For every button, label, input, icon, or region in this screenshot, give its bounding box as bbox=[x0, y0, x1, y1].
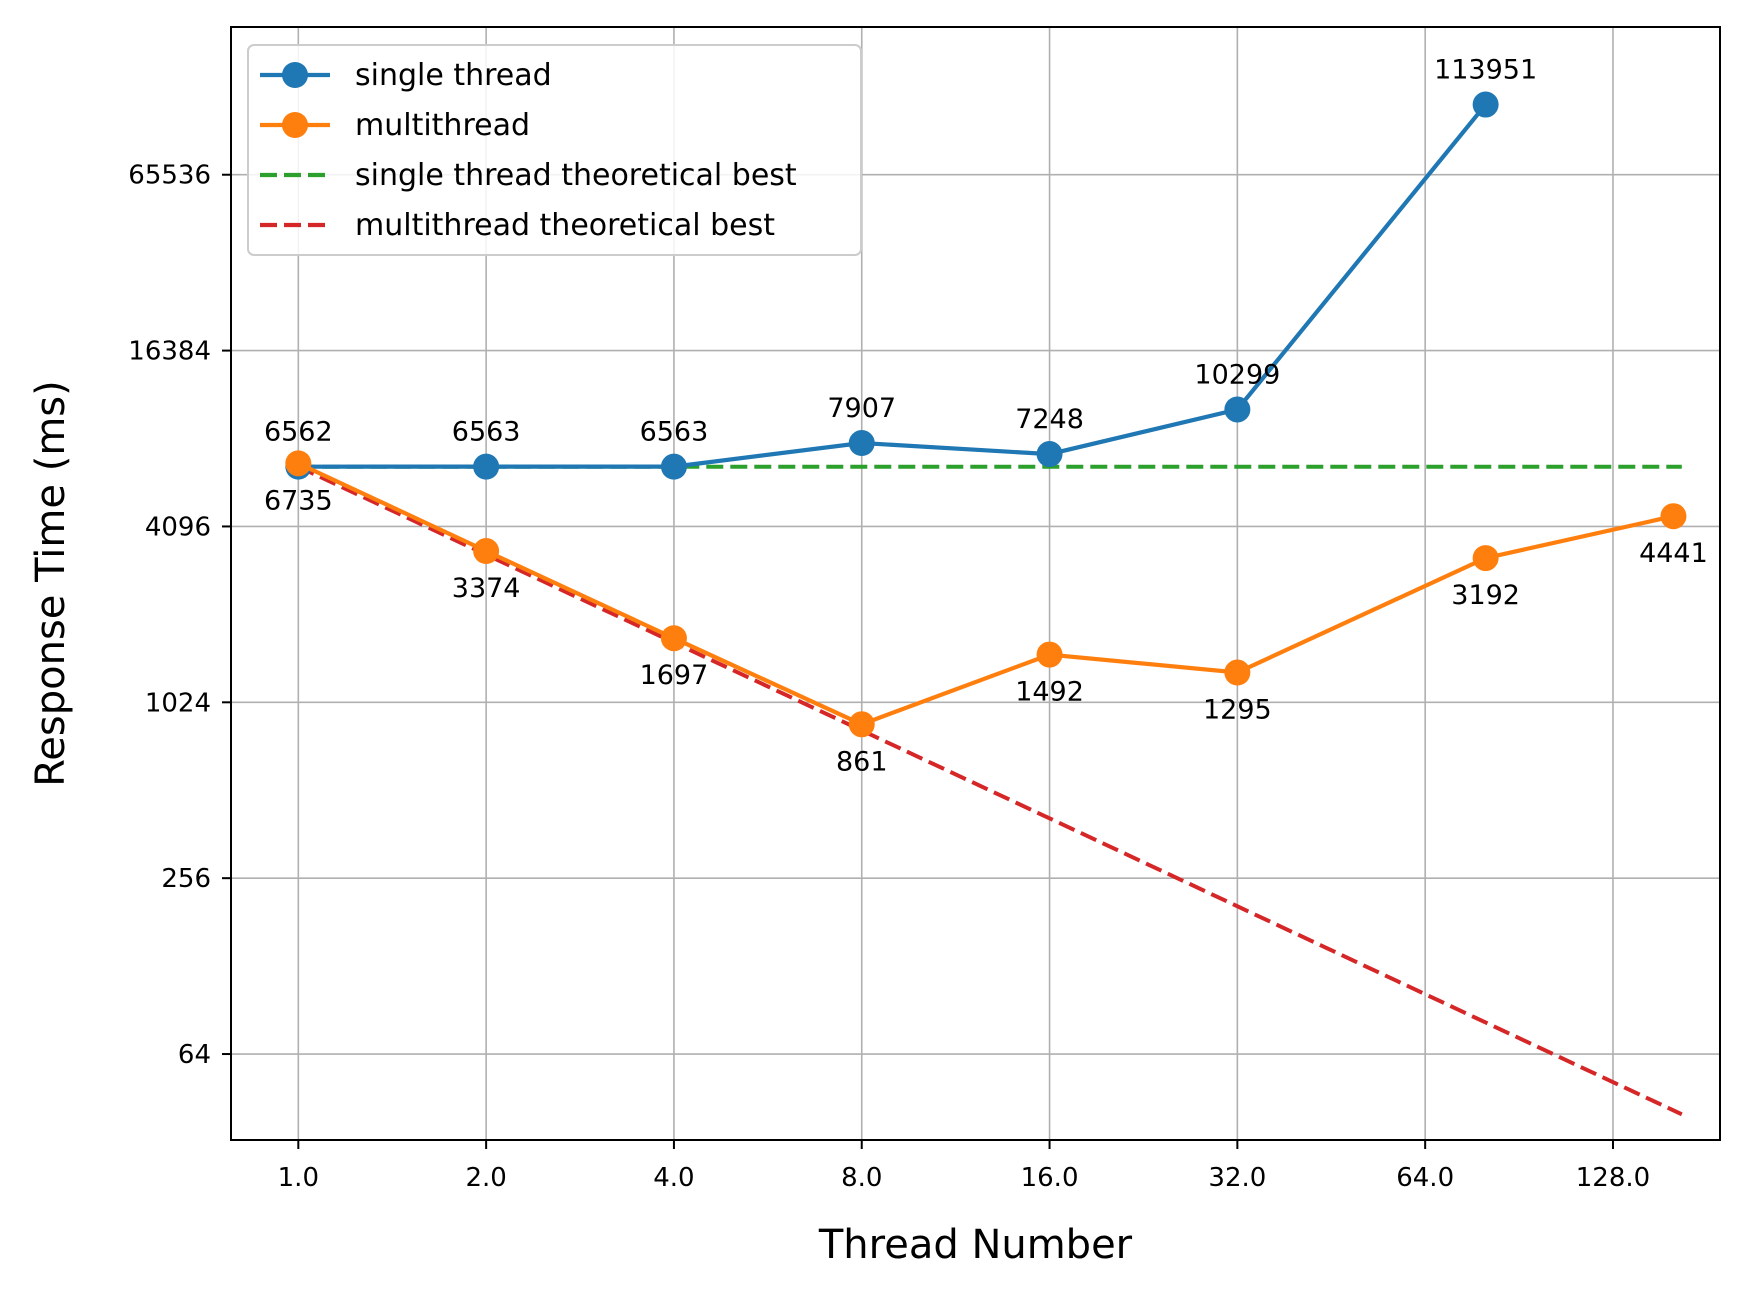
multithread-point bbox=[848, 711, 875, 738]
x-tick-label: 16.0 bbox=[1021, 1163, 1079, 1193]
single-thread-point bbox=[848, 430, 875, 457]
data-label: 861 bbox=[836, 746, 888, 777]
x-tick-label: 1.0 bbox=[278, 1163, 319, 1193]
single-thread-point bbox=[660, 453, 687, 480]
data-label: 1492 bbox=[1015, 677, 1084, 708]
legend-box bbox=[247, 44, 862, 256]
data-label: 6563 bbox=[640, 417, 709, 448]
data-label: 113951 bbox=[1434, 55, 1537, 86]
legend: single thread multithread single thread th… bbox=[247, 44, 862, 256]
grid bbox=[231, 27, 1720, 1140]
y-tick-label: 64 bbox=[178, 1040, 211, 1070]
x-tick-label: 64.0 bbox=[1396, 1163, 1454, 1193]
data-label: 1295 bbox=[1203, 695, 1272, 726]
x-tick-label: 8.0 bbox=[841, 1163, 882, 1193]
x-axis: 1.0 2.0 4.0 8.0 16.0 32.0 64.0 128.0 bbox=[278, 1140, 1650, 1193]
plot-frame bbox=[230, 26, 1721, 1141]
y-tick-label: 65536 bbox=[128, 161, 211, 191]
multithread-legend-marker bbox=[282, 112, 308, 138]
y-tick-label: 256 bbox=[161, 864, 211, 894]
multithread-point bbox=[1472, 545, 1499, 572]
multithread-point bbox=[473, 538, 500, 565]
x-axis-title: Thread Number bbox=[818, 1222, 1133, 1268]
multithread-line bbox=[297, 461, 1674, 727]
y-axis: 64 256 1024 4096 16384 65536 bbox=[128, 161, 231, 1070]
plot-series bbox=[285, 91, 1687, 1117]
x-tick-label: 4.0 bbox=[653, 1163, 694, 1193]
data-label: 1697 bbox=[640, 660, 709, 691]
data-label: 7907 bbox=[827, 393, 896, 424]
single-thread-theoretical-best-legend-label: single thread theoretical best bbox=[355, 158, 797, 193]
y-tick-label: 1024 bbox=[145, 688, 211, 718]
data-label: 4441 bbox=[1639, 538, 1708, 569]
multithread-point bbox=[285, 450, 312, 477]
data-label: 6563 bbox=[452, 417, 521, 448]
x-tick-label: 2.0 bbox=[465, 1163, 506, 1193]
single-thread-point bbox=[1036, 441, 1063, 468]
multithread-theoretical-best-line bbox=[297, 464, 1683, 1117]
data-label: 6562 bbox=[264, 417, 333, 448]
data-labels: 6562 6563 6563 7907 7248 10299 113951 6735 3374 1… bbox=[264, 55, 1708, 778]
single-thread-point bbox=[1224, 396, 1251, 423]
data-label: 3374 bbox=[452, 573, 521, 604]
y-tick-label: 16384 bbox=[128, 337, 211, 367]
multithread-legend-label: multithread bbox=[355, 108, 530, 143]
data-label: 6735 bbox=[264, 485, 333, 516]
data-label: 7248 bbox=[1015, 404, 1084, 435]
multithread-point bbox=[1036, 641, 1063, 668]
multithread-theoretical-best-legend-label: multithread theoretical best bbox=[355, 208, 775, 243]
x-tick-label: 128.0 bbox=[1576, 1163, 1650, 1193]
data-label: 3192 bbox=[1451, 580, 1520, 611]
single-thread-legend-label: single thread bbox=[355, 58, 552, 93]
y-axis-title: Response Time (ms) bbox=[28, 380, 74, 786]
y-tick-label: 4096 bbox=[145, 512, 211, 542]
multithread-point bbox=[660, 625, 687, 652]
single-thread-point bbox=[1472, 91, 1499, 118]
multithread-point bbox=[1660, 503, 1687, 530]
single-thread-legend-marker bbox=[282, 62, 308, 88]
multithread-point bbox=[1224, 659, 1251, 686]
x-tick-label: 32.0 bbox=[1208, 1163, 1266, 1193]
data-label: 10299 bbox=[1194, 359, 1280, 390]
single-thread-point bbox=[473, 453, 500, 480]
